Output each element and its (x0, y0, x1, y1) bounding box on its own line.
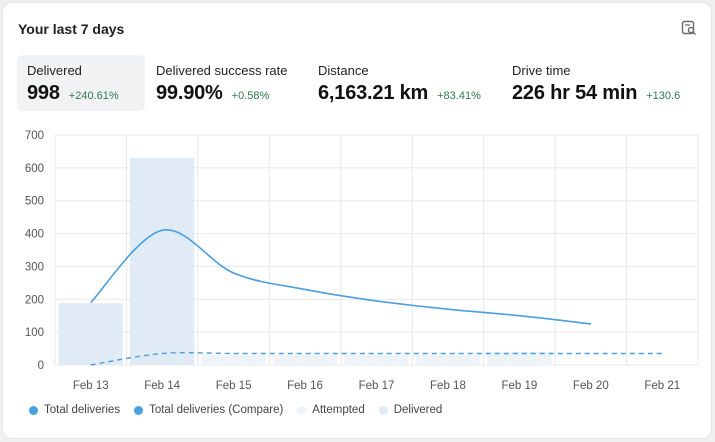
y-tick-label: 300 (25, 261, 44, 273)
metric-value: 226 hr 54 min (512, 82, 638, 104)
legend-label: Total deliveries (Compare) (149, 404, 284, 416)
legend-item[interactable]: Attempted (297, 404, 365, 416)
chart-legend: Total deliveries Total deliveries (Compar… (29, 404, 456, 416)
series-line-compare (90, 351, 663, 366)
metric-delta: +83.41% (437, 90, 481, 102)
legend-item[interactable]: Delivered (378, 404, 443, 416)
x-tick-label: Feb 15 (216, 380, 252, 392)
x-tick-label: Feb 14 (144, 380, 180, 392)
y-tick-label: 500 (25, 196, 44, 208)
x-tick-label: Feb 19 (501, 380, 537, 392)
metric-delta: +0.58% (231, 90, 270, 102)
bar-attempted (272, 355, 338, 365)
y-tick-label: 200 (25, 294, 44, 306)
legend-label: Total deliveries (44, 404, 121, 416)
legend-swatch (134, 405, 144, 415)
series-line-total-deliveries (90, 229, 591, 325)
bar-attempted (201, 355, 266, 365)
metric-delivered[interactable]: Delivered 998 +240.61% (17, 55, 145, 111)
metric-delta: +130.6 (646, 90, 681, 102)
legend-item[interactable]: Total deliveries (29, 404, 120, 416)
bar-attempted (415, 355, 481, 365)
metric-delta: +240.61% (68, 90, 119, 102)
bar-attempted (344, 355, 409, 365)
metric-label: Delivered success rate (156, 63, 288, 78)
metric-distance[interactable]: Distance 6,163.21 km +83.41% (308, 55, 502, 111)
x-tick-label: Feb 21 (644, 380, 680, 392)
metric-label: Distance (318, 63, 369, 78)
legend-swatch (378, 405, 388, 415)
metric-success-rate[interactable]: Delivered success rate 99.90% +0.58% (146, 55, 306, 111)
metrics-row: Delivered 998 +240.61% Delivered success… (17, 55, 711, 111)
bar-attempted (487, 351, 552, 365)
deliveries-chart: 0 100 200 300 400 500 600 700 Feb 13 Feb 14 Feb 15… (25, 130, 699, 392)
y-tick-label: 100 (25, 327, 44, 339)
metric-label: Delivered (27, 63, 82, 78)
y-tick-label: 600 (25, 163, 44, 175)
metric-value: 6,163.21 km (318, 82, 429, 104)
y-tick-label: 700 (25, 130, 44, 142)
x-tick-label: Feb 13 (73, 380, 109, 392)
x-tick-label: Feb 17 (359, 380, 395, 392)
card-title: Your last 7 days (18, 21, 125, 37)
bar-delivered (130, 158, 195, 365)
legend-item[interactable]: Total deliveries (Compare) (134, 404, 283, 416)
legend-label: Attempted (312, 404, 365, 416)
x-tick-label: Feb 16 (287, 380, 323, 392)
metric-value: 998 (27, 82, 60, 104)
x-tick-label: Feb 18 (430, 380, 466, 392)
metric-label: Drive time (512, 63, 571, 78)
metric-drive-time[interactable]: Drive time 226 hr 54 min +130.6 (502, 55, 711, 111)
y-tick-label: 0 (38, 360, 44, 372)
y-tick-label: 400 (25, 229, 44, 241)
legend-label: Delivered (393, 404, 443, 416)
metric-value: 99.90% (156, 82, 223, 104)
bar-delivered (58, 303, 123, 365)
legend-swatch (29, 405, 38, 415)
report-search-icon[interactable] (681, 20, 697, 36)
legend-swatch (297, 405, 307, 415)
x-tick-label: Feb 20 (573, 380, 609, 392)
